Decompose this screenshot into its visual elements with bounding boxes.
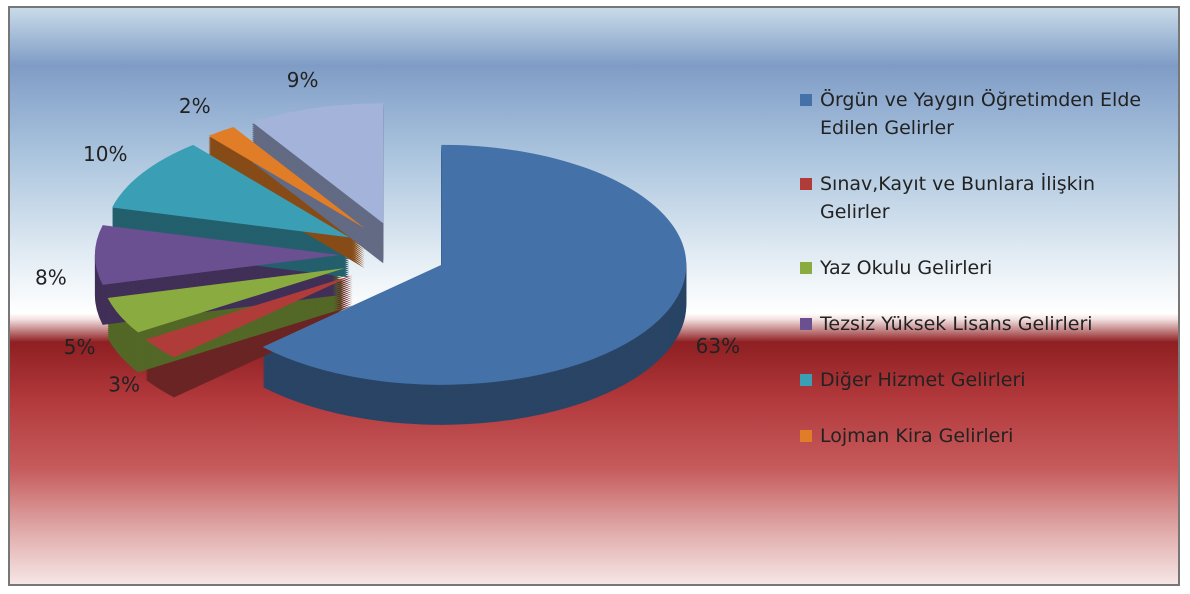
legend-swatch [800,94,812,106]
legend-item: Örgün ve Yaygın Öğretimden Elde Edilen G… [800,86,1170,142]
slice [95,225,341,285]
legend-swatch [800,374,812,386]
legend-item: Diğer Hizmet Gelirleri [800,366,1170,394]
legend-item: Sınav,Kayıt ve Bunlara İlişkin Gelirler [800,170,1170,226]
data-label: 9% [287,68,319,92]
slice [107,268,345,333]
data-label: 2% [179,94,211,118]
legend-swatch [800,262,812,274]
legend-label: Sınav,Kayıt ve Bunlara İlişkin Gelirler [820,173,1095,223]
legend-label: Diğer Hizmet Gelirleri [820,369,1026,391]
legend-item: Lojman Kira Gelirleri [800,422,1170,450]
legend-label: Örgün ve Yaygın Öğretimden Elde Edilen G… [820,89,1142,139]
slice [145,275,353,358]
slice [112,144,350,238]
data-label: 10% [83,142,127,166]
data-label: 63% [696,334,740,358]
legend-label: Tezsiz Yüksek Lisans Gelirleri [820,313,1093,335]
data-label: 3% [108,373,140,397]
data-label: 5% [64,335,96,359]
legend-label: Lojman Kira Gelirleri [820,425,1014,447]
legend: Örgün ve Yaygın Öğretimden Elde Edilen G… [800,86,1170,478]
legend-item: Tezsiz Yüksek Lisans Gelirleri [800,310,1170,338]
legend-label: Yaz Okulu Gelirleri [820,257,993,279]
legend-swatch [800,430,812,442]
legend-swatch [800,318,812,330]
slice [208,126,365,229]
legend-swatch [800,178,812,190]
slice [262,144,687,385]
data-label: 8% [35,266,67,290]
legend-item: Yaz Okulu Gelirleri [800,254,1170,282]
slice [251,103,384,224]
